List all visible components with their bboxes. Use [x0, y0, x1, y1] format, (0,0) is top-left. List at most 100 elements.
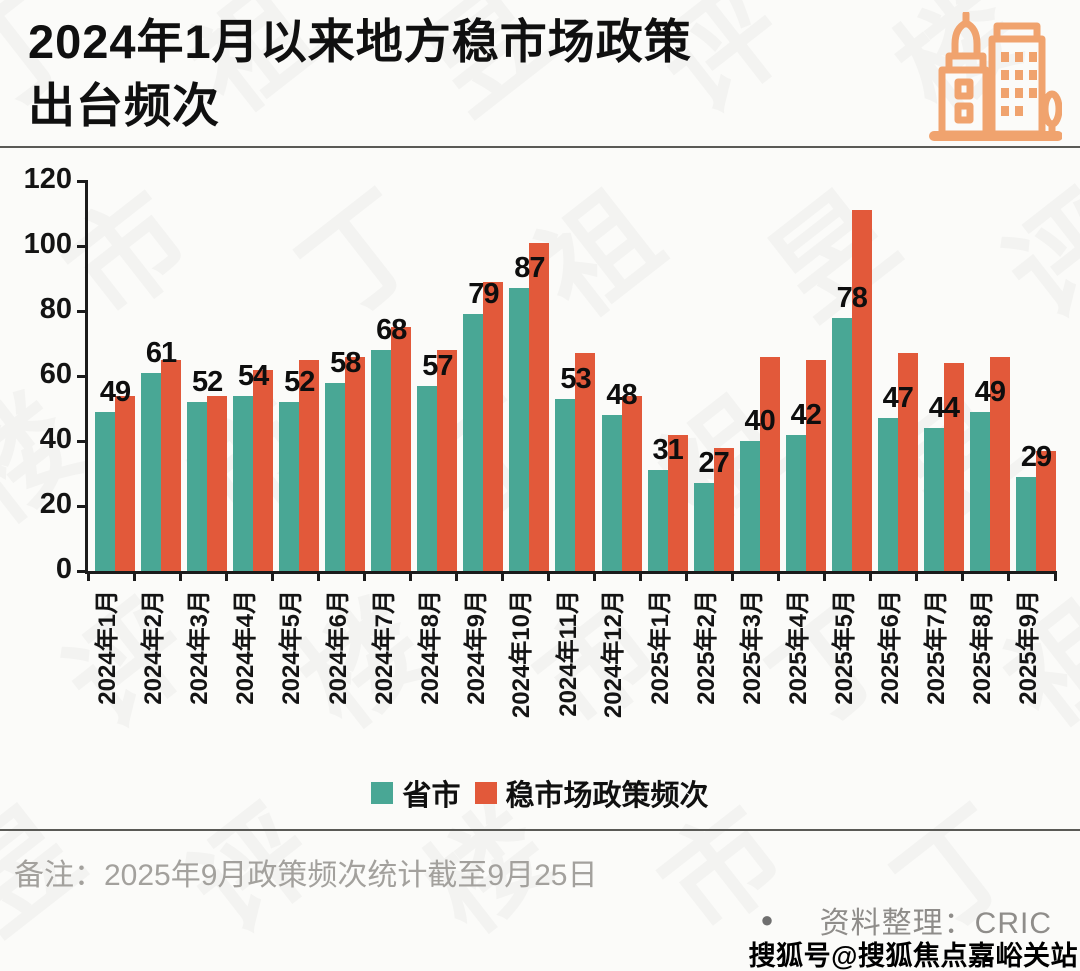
bar-provinces — [831, 317, 852, 571]
x-axis-tick — [132, 571, 136, 581]
bar-group: 87 — [502, 181, 550, 571]
bar-policy-frequency — [437, 350, 458, 571]
bar-group: 29 — [1009, 181, 1056, 571]
legend-item-policy-frequency: 稳市场政策频次 — [474, 772, 709, 814]
chart-legend: 省市 稳市场政策频次 — [0, 772, 1080, 814]
bar-group: 78 — [825, 181, 872, 571]
x-label-cell: 2024年8月 — [407, 582, 453, 754]
bar-provinces — [693, 483, 714, 571]
x-label-cell: 2025年8月 — [960, 582, 1006, 754]
x-label-cell: 2025年4月 — [776, 582, 822, 754]
bar-policy-frequency — [483, 281, 504, 571]
x-axis-category-label: 2024年11月 — [554, 590, 582, 717]
y-axis-tick — [77, 439, 88, 443]
bar-group: 79 — [456, 181, 504, 571]
bar-group: 58 — [318, 181, 366, 571]
x-axis-category-label: 2025年1月 — [646, 590, 674, 705]
bar-value-label: 27 — [698, 447, 729, 480]
bar-provinces — [739, 441, 760, 571]
bar-value-label: 31 — [652, 434, 683, 467]
bar-value-label: 40 — [744, 405, 776, 437]
bar-provinces — [279, 402, 300, 571]
x-label-cell: 2024年2月 — [131, 582, 177, 754]
bar-group: 54 — [226, 181, 274, 571]
x-label-cell: 2024年6月 — [315, 582, 361, 754]
legend-label: 稳市场政策频次 — [505, 780, 709, 812]
x-axis-category-label: 2024年7月 — [370, 590, 398, 705]
x-axis-tick — [915, 571, 919, 581]
bar-value-label: 52 — [284, 366, 315, 398]
bar-provinces — [877, 418, 898, 571]
legend-swatch-orange — [474, 782, 497, 804]
bar-group: 49 — [88, 181, 136, 571]
bar-group: 53 — [548, 181, 596, 571]
x-axis-tick — [224, 571, 228, 581]
x-axis-category-label: 2025年2月 — [692, 590, 720, 705]
bar-provinces — [785, 434, 806, 571]
bar-group: 57 — [410, 181, 458, 571]
x-axis-category-label: 2025年6月 — [876, 590, 904, 705]
y-axis-tick-label: 80 — [39, 292, 72, 325]
x-axis-category-label: 2024年6月 — [324, 590, 352, 705]
y-axis-tick — [77, 374, 88, 378]
bar-policy-frequency — [161, 359, 182, 571]
x-axis-category-label: 2024年3月 — [186, 590, 214, 705]
bar-provinces — [325, 382, 346, 571]
bar-value-label: 29 — [1020, 440, 1052, 473]
bar-value-label: 49 — [99, 375, 131, 408]
x-label-cell: 2025年6月 — [868, 582, 914, 754]
bar-provinces — [647, 470, 668, 571]
y-axis-tick-label: 100 — [23, 227, 72, 260]
bar-group: 52 — [180, 181, 228, 571]
bar-value-label: 68 — [376, 314, 407, 346]
x-axis-tick — [316, 571, 320, 581]
x-axis-tick — [408, 571, 412, 581]
y-axis-tick-label: 20 — [39, 487, 72, 520]
x-axis-tick — [685, 571, 689, 581]
x-label-cell: 2025年7月 — [914, 582, 960, 754]
x-label-cell: 2024年7月 — [361, 582, 407, 754]
sohu-account-watermark: 搜狐号@搜狐焦点嘉峪关站 — [748, 941, 1078, 971]
bar-value-label: 87 — [514, 252, 545, 285]
plot-area: 0 20 40 60 80 100 120 49 61 52 54 52 58 68 57 79 87 53 48 3… — [24, 163, 1057, 585]
bar-value-label: 58 — [330, 346, 361, 379]
bar-policy-frequency — [575, 353, 596, 571]
x-axis-category-label: 2024年8月 — [416, 590, 444, 705]
bar-policy-frequency — [989, 356, 1010, 571]
x-axis-tick — [1053, 571, 1057, 581]
x-axis-tick — [546, 571, 550, 581]
x-axis-tick — [270, 571, 274, 581]
bar-group: 68 — [364, 181, 412, 571]
x-axis-category-label: 2024年9月 — [462, 590, 490, 705]
x-label-cell: 2025年2月 — [684, 582, 730, 754]
x-axis-tick — [961, 571, 965, 581]
x-axis-category-label: 2024年2月 — [140, 590, 168, 705]
x-label-cell: 2025年1月 — [638, 582, 684, 754]
x-axis-tick — [362, 571, 366, 581]
x-label-cell: 2024年11月 — [545, 582, 591, 754]
bar-policy-frequency — [897, 353, 918, 571]
bar-value-label: 47 — [882, 382, 914, 415]
footer-divider — [0, 829, 1080, 831]
bar-group: 42 — [779, 181, 826, 571]
x-axis-tick — [777, 571, 781, 581]
bar-provinces — [923, 428, 944, 571]
bar-group: 52 — [272, 181, 320, 571]
bar-group: 61 — [134, 181, 182, 571]
bar-policy-frequency — [299, 359, 320, 571]
bar-value-label: 53 — [560, 362, 591, 395]
page-title-line2: 出台频次 — [28, 79, 220, 132]
bar-policy-frequency — [759, 356, 780, 571]
bar-policy-frequency — [851, 210, 872, 571]
bar-provinces — [1015, 476, 1036, 571]
bar-value-label: 49 — [974, 375, 1006, 408]
bar-value-label: 78 — [836, 281, 868, 314]
bar-policy-frequency — [345, 356, 366, 571]
bar-value-label: 44 — [928, 392, 960, 424]
x-axis-tick — [1007, 571, 1011, 581]
x-label-cell: 2024年1月 — [85, 582, 131, 754]
bar-provinces — [555, 398, 576, 571]
bar-policy-frequency — [253, 369, 274, 571]
bar-value-label: 54 — [238, 359, 269, 392]
x-axis-category-label: 2024年5月 — [278, 590, 306, 705]
